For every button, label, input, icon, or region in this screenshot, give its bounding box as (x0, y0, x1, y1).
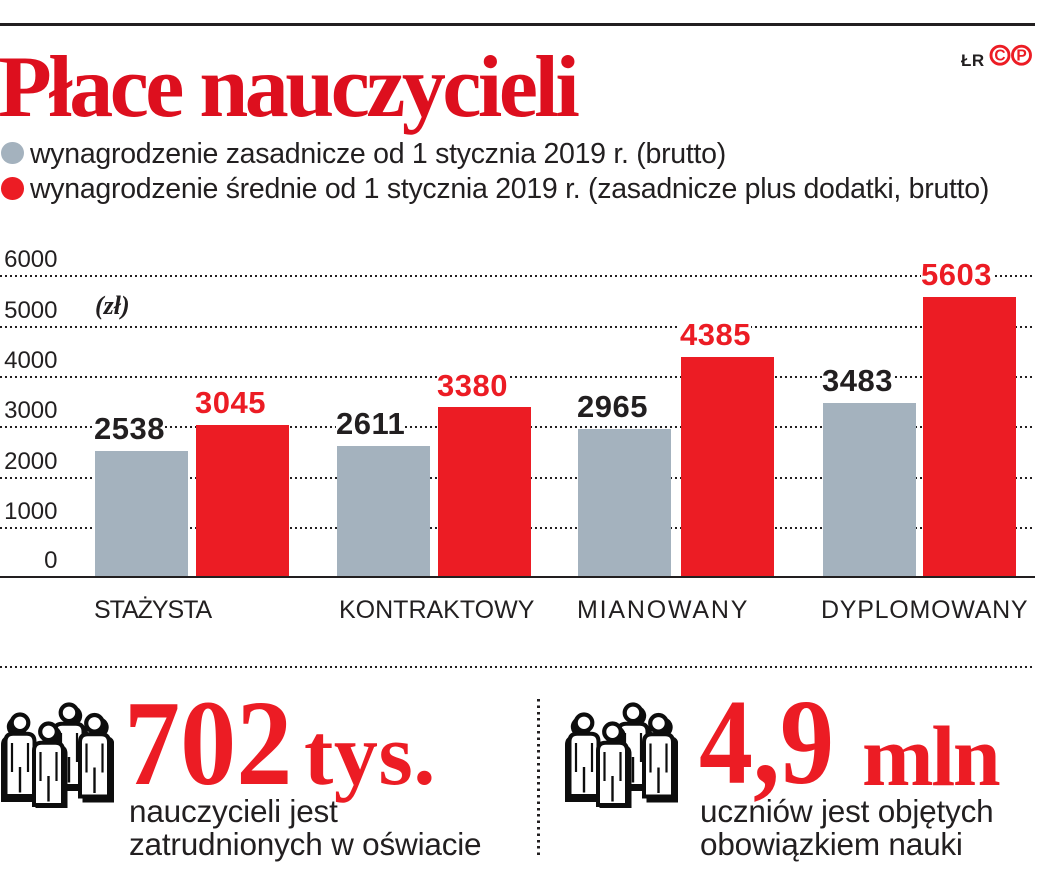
svg-text:P: P (1016, 48, 1026, 65)
svg-text:C: C (994, 48, 1005, 65)
